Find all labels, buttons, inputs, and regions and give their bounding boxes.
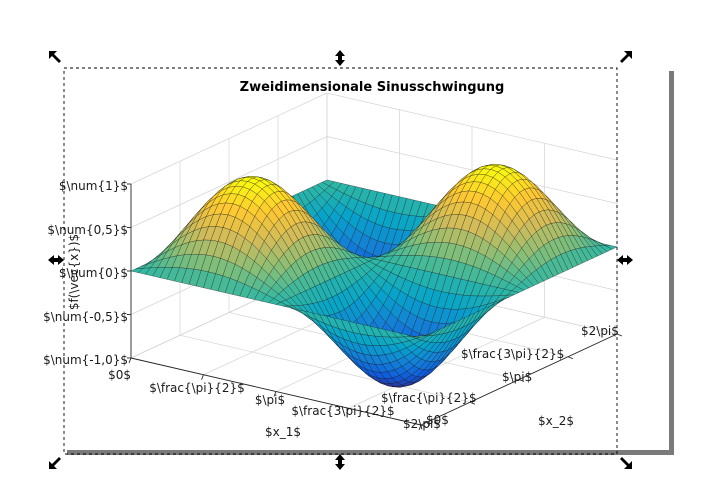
chart-title: Zweidimensionale Sinusschwingung [240,80,505,95]
z-axis-label: $f(\vec{x})$ [67,234,81,310]
y-tick-label: $0$ [426,413,449,427]
resize-handle-bottom-icon[interactable] [335,454,345,470]
grid-line [179,161,471,403]
x-tick-label: $\frac{\pi}{2}$ [149,381,245,395]
y-tick-mark [518,379,525,382]
y-tick-mark [469,401,476,405]
resize-handle-top-left-icon[interactable] [49,51,61,63]
x-tick-label: $0$ [108,368,131,382]
y-axis-label: $x_2$ [538,414,574,428]
z-tick-label: $\num{0}$ [59,266,128,280]
x-tick-label: $2\pi$ [403,417,441,431]
x-tick-mark [418,424,422,431]
x-axis-label: $x_1$ [265,425,301,439]
resize-handle-bottom-right-icon[interactable] [620,457,632,469]
resize-handle-top-right-icon[interactable] [620,51,632,63]
resize-handle-right-icon[interactable] [617,255,633,265]
y-tick-label: $\frac{\pi}{2}$ [381,391,477,405]
resize-handle-bottom-left-icon[interactable] [49,457,61,469]
x-tick-mark [201,374,204,380]
axes-layer [127,183,623,431]
z-tick-label: $\num{0,5}$ [47,223,128,237]
y-tick-label: $2\pi$ [581,324,619,338]
x-tick-label: $\pi$ [255,393,285,407]
z-tick-label: $\num{1}$ [59,179,128,193]
y-tick-label: $\frac{3\pi}{2}$ [461,347,564,361]
z-tick-label: $\num{-0,5}$ [43,310,128,324]
surface-plot [130,164,618,388]
y-tick-label: $\pi$ [502,370,532,384]
selection-frame[interactable] [63,67,618,455]
resize-handle-left-icon[interactable] [48,255,64,265]
x-tick-mark [346,408,349,414]
y-tick-mark [420,424,427,428]
resize-handle-top-icon[interactable] [335,50,345,66]
y-tick-labels: $0$ $\frac{\pi}{2}$ $\pi$ $\frac{3\pi}{2… [381,324,619,427]
x-tick-label: $\frac{3\pi}{2}$ [291,404,394,418]
x-tick-mark [128,357,132,364]
x-tick-labels: $0$ $\frac{\pi}{2}$ $\pi$ $\frac{3\pi}{2… [108,368,441,431]
y-tick-mark [567,356,574,360]
selection-handles [48,50,633,470]
x-tick-mark [273,391,277,397]
surface-patch [413,335,426,339]
y-tick-mark [616,333,623,337]
z-tick-label: $\num{-1,0}$ [43,353,128,367]
